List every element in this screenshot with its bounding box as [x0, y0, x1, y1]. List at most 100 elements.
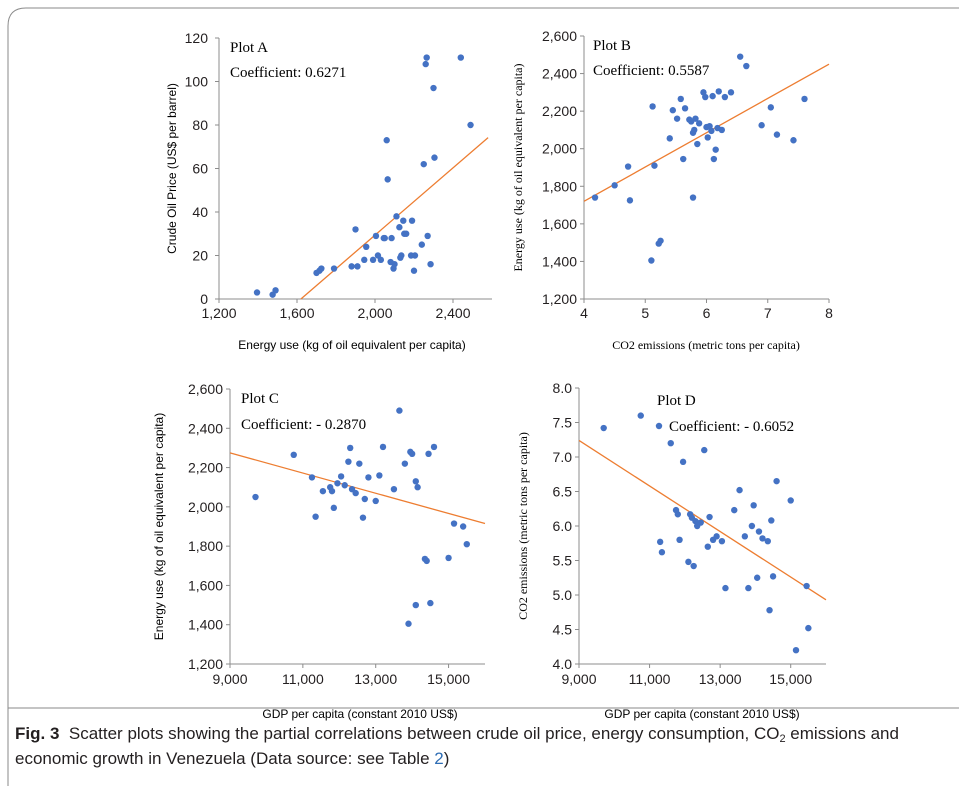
plot-a-data-point [422, 60, 429, 68]
plot-b-x-tick-label: 8 [825, 305, 833, 321]
plot-d-coefficient: Coefficient: - 0.6052 [669, 419, 794, 435]
plot-d-data-point [685, 558, 692, 566]
plot-a-data-point [393, 213, 400, 220]
plot-a-data-point [423, 54, 430, 61]
plot-a-data-point [253, 289, 261, 296]
plot-b-x-tick-label: 6 [703, 305, 711, 321]
plot-d-data-point [792, 647, 800, 654]
plot-c-data-point [312, 513, 319, 520]
plot-c-data-point [347, 444, 354, 452]
plot-c-data-point [319, 487, 327, 495]
plot-a-data-point [352, 226, 359, 233]
plot-b-data-point [657, 237, 664, 244]
plot-c-y-tick-label: 2,000 [188, 499, 223, 515]
plot-d-data-point [706, 513, 713, 521]
plot-a-data-point [381, 234, 388, 242]
plot-b-data-point [712, 146, 719, 153]
plot-b-data-point [624, 163, 632, 170]
plot-a-data-point [398, 252, 405, 259]
plot-c-data-point [445, 554, 452, 562]
plot-b-y-tick-label: 1,800 [542, 178, 577, 194]
plot-d-data-point [736, 486, 743, 494]
plot-d-x-tick-label: 15,000 [769, 671, 812, 687]
plot-d-x-tick-label: 11,000 [629, 671, 671, 687]
plot-d-y-tick-label: 7.0 [553, 449, 573, 465]
plot-b-data-point [648, 257, 655, 264]
plot-b-data-point [677, 95, 684, 103]
plot-a-data-point [372, 232, 380, 240]
plot-a-data-point [391, 261, 398, 268]
plot-d-data-point [692, 517, 699, 525]
plot-d-x-tick-label: 13,000 [699, 671, 742, 687]
caption-subscript: 2 [779, 733, 786, 745]
plot-b-data-point [651, 162, 658, 169]
plot-c-data-point [345, 458, 352, 465]
plot-a-y-tick-label: 0 [200, 291, 208, 307]
plot-d-x-tick-label: 9,000 [561, 671, 596, 687]
plot-b-data-point [743, 62, 750, 70]
plot-b-y-tick-label: 1,600 [542, 216, 577, 232]
table-reference-link[interactable]: 2 [434, 749, 444, 768]
plot-d-y-tick-label: 6.0 [553, 518, 573, 534]
plot-b-y-tick-label: 2,200 [542, 103, 577, 119]
plot-a-y-tick-label: 80 [192, 117, 208, 133]
plot-d-data-point [768, 517, 775, 524]
plot-b-data-point [695, 120, 703, 127]
plot-b-x-tick-label: 5 [641, 305, 649, 321]
plot-a-data-point [410, 267, 418, 274]
plot-c-y-tick-label: 2,400 [188, 420, 223, 436]
plot-c-data-point [361, 495, 368, 503]
caption-text-end: ) [443, 749, 450, 768]
plot-d-data-point [718, 537, 726, 545]
plot-d-x-axis-title: GDP per capita (constant 2010 US$) [604, 707, 799, 721]
plot-a-y-tick-label: 40 [192, 204, 208, 220]
plot-b-data-point [708, 127, 715, 135]
plot-c-y-tick-label: 2,200 [188, 460, 223, 476]
plot-a-x-tick-label: 2,400 [435, 305, 470, 321]
plot-b-data-point [691, 126, 698, 134]
plot-d-data-point [701, 446, 708, 454]
plot-c-data-point [463, 540, 470, 548]
plot-a-data-point [384, 176, 391, 183]
plot-c-data-point [330, 504, 338, 512]
plot-b-data-point [718, 126, 726, 134]
plot-d-data-point [803, 582, 810, 590]
plot-b-data-point [721, 93, 729, 101]
plot-a-data-point [396, 224, 403, 231]
plot-b-data-point [710, 155, 718, 163]
plot-b-data-point [649, 103, 656, 110]
plot-d-data-point [805, 624, 812, 632]
plot-b-data-point [591, 194, 599, 201]
plot-c-data-point [390, 485, 398, 493]
plot-c-data-point [337, 473, 345, 480]
plot-d-data-point [667, 440, 674, 447]
plot-c-coefficient: Coefficient: - 0.2870 [241, 417, 366, 433]
plot-c-trendline [229, 452, 486, 525]
plot-c-data-point [252, 493, 259, 501]
plot-c-data-point [430, 443, 438, 451]
plot-a-data-point [431, 154, 438, 161]
plot-c-data-point [379, 443, 387, 451]
plot-b-data-point [692, 115, 699, 122]
plot-b-data-point [790, 137, 797, 144]
plot-c-data-point [356, 460, 363, 467]
plot-a-y-tick-label: 60 [192, 161, 208, 177]
plot-c-title: Plot C [241, 391, 279, 407]
plot-b-y-tick-label: 2,600 [542, 28, 577, 44]
plot-a-x-tick-label: 2,000 [357, 305, 392, 321]
plot-d-data-point [690, 562, 697, 570]
plot-c-data-point [396, 407, 403, 414]
plot-d-data-point [637, 412, 644, 419]
plot-b-data-point [669, 107, 677, 114]
plot-c-data-point [450, 520, 458, 527]
plot-c-data-point [423, 557, 430, 565]
plot-a-x-tick-label: 1,200 [201, 305, 236, 321]
plot-b-data-point [709, 92, 716, 100]
plot-a-data-point [430, 84, 437, 92]
plot-a-data-point [354, 263, 361, 270]
plot-c-data-point [459, 523, 467, 530]
plot-a-data-point [420, 160, 427, 168]
plot-c-data-point [372, 497, 379, 505]
plot-c-data-point [405, 620, 412, 627]
plot-b-x-tick-label: 7 [764, 305, 772, 321]
